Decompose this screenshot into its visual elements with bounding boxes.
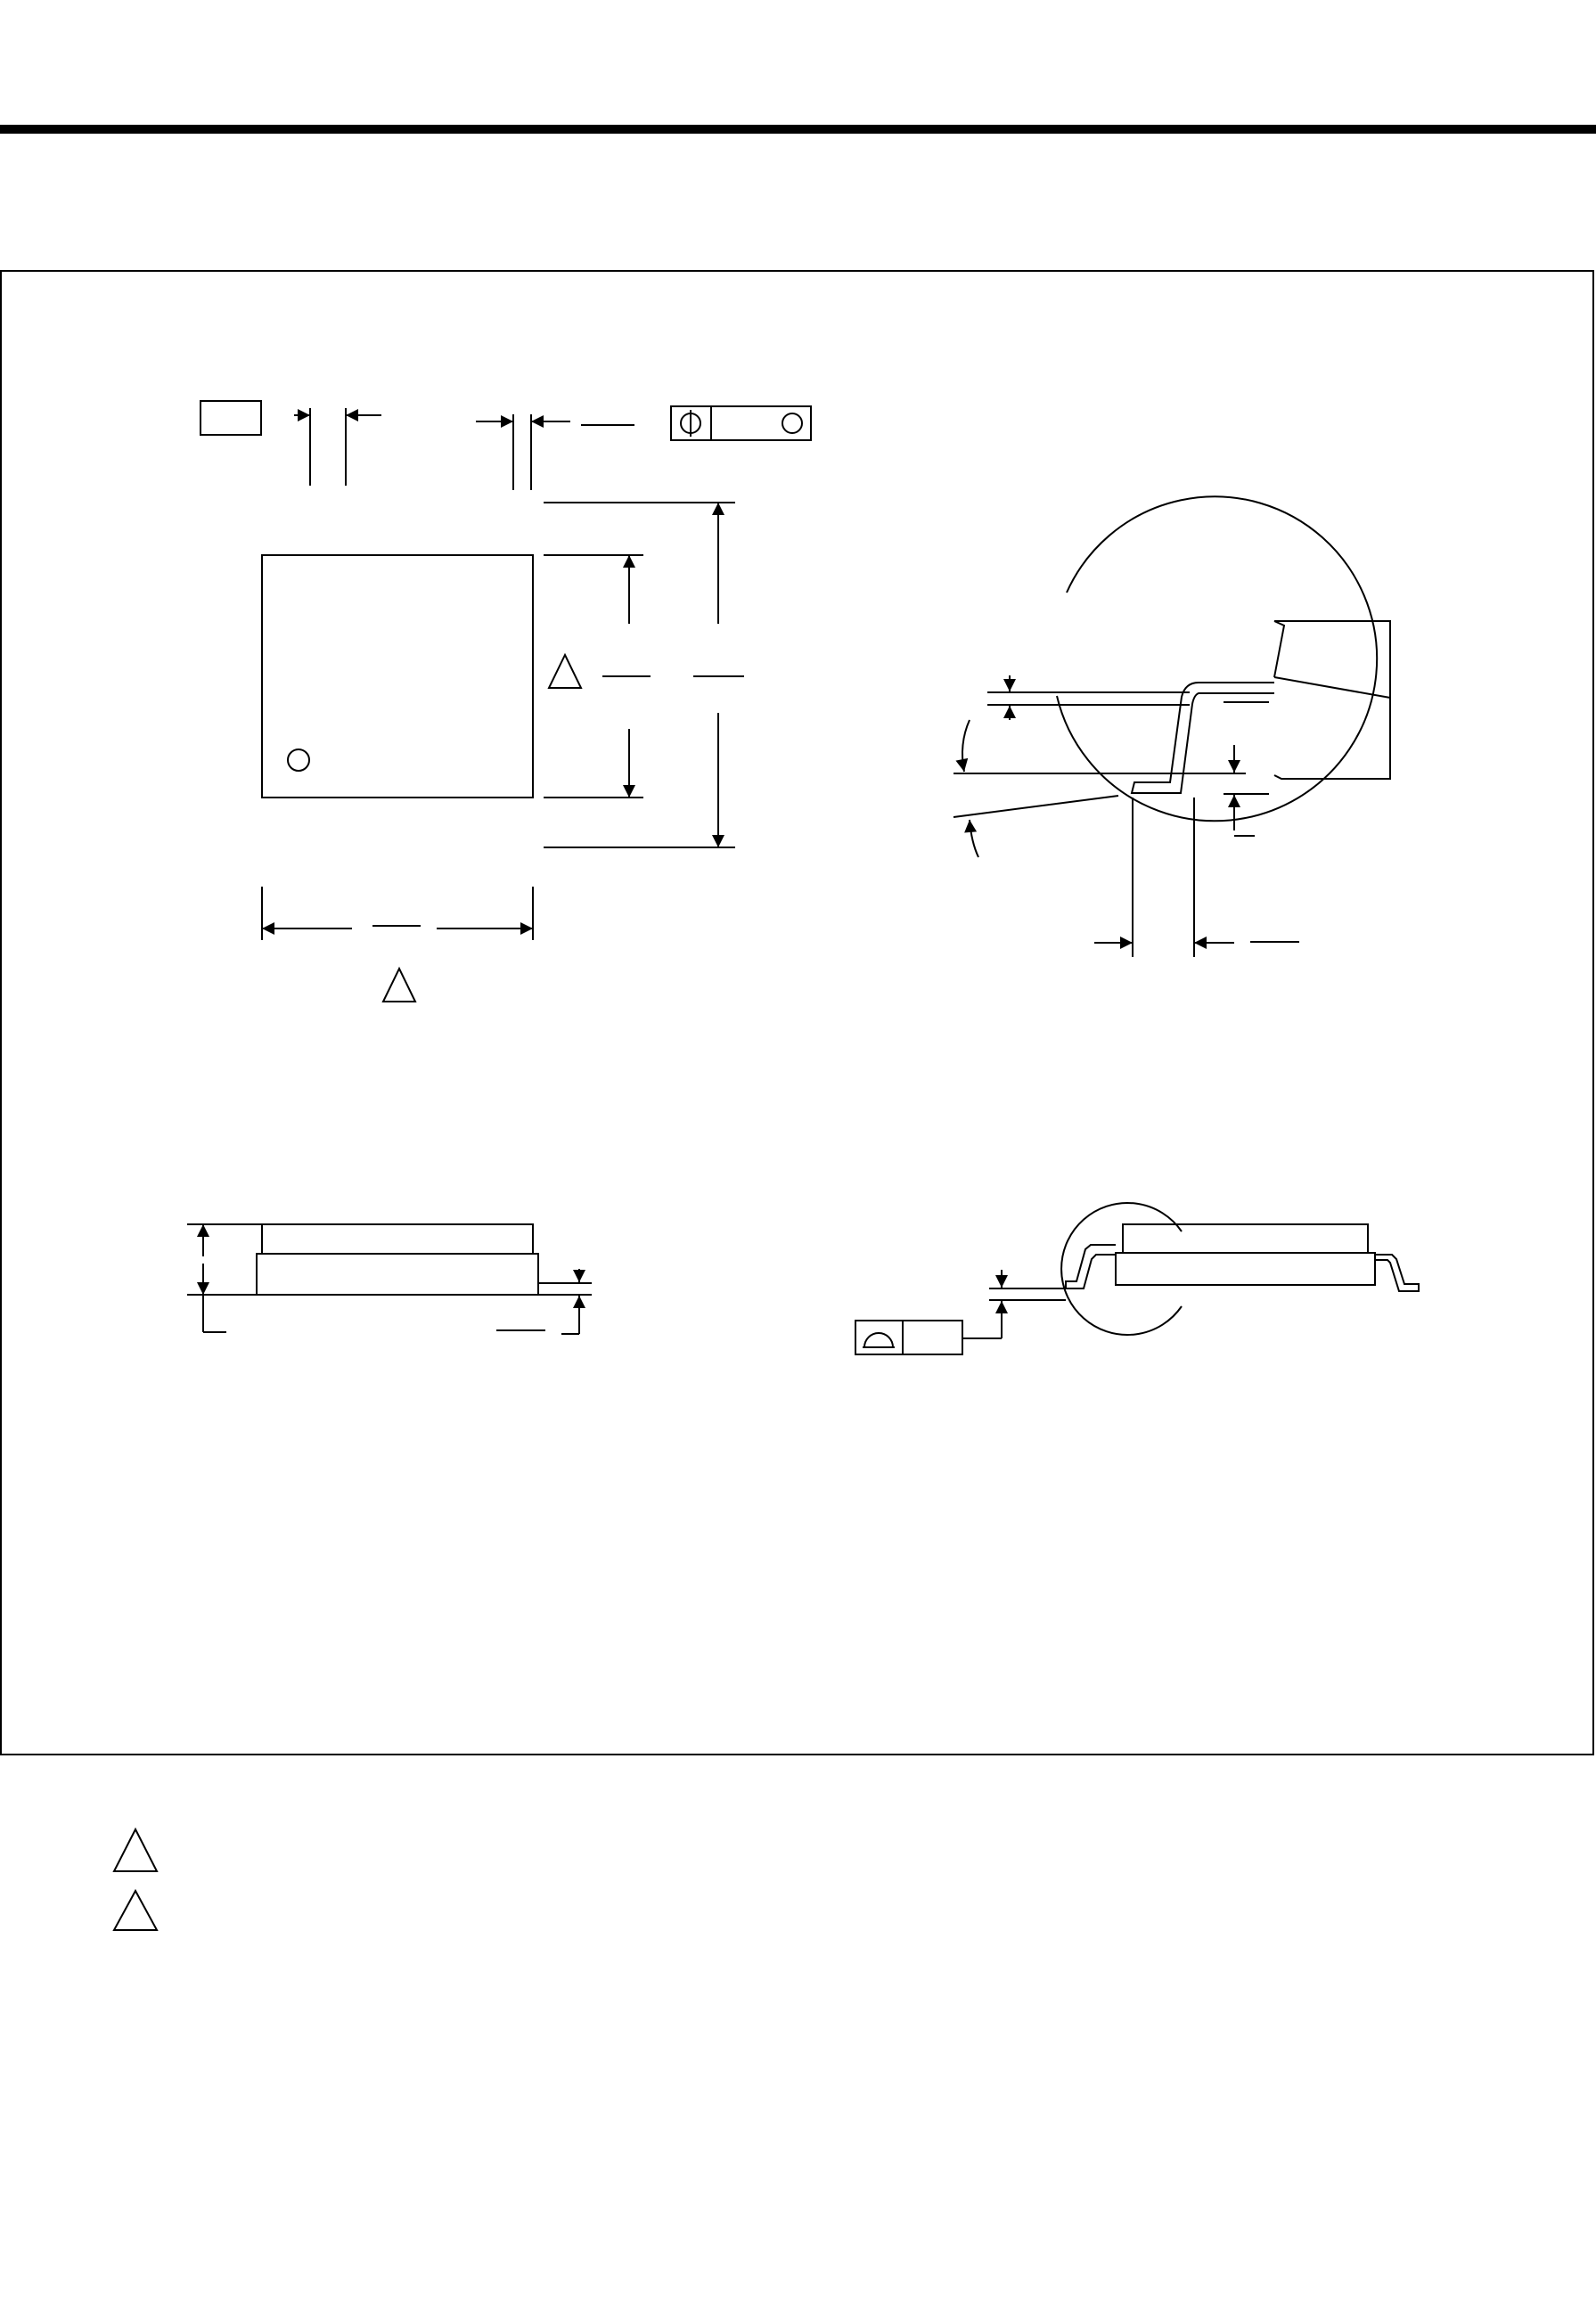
seating-detail-circle xyxy=(1060,1202,1183,1336)
package-body-side xyxy=(261,1223,534,1255)
package-body-top xyxy=(261,554,534,798)
note-d-triangle xyxy=(112,1888,159,1931)
drawing-frame xyxy=(0,270,1594,1755)
header-rule xyxy=(0,125,1596,134)
detail-circle xyxy=(1056,495,1379,822)
note-c-triangle xyxy=(112,1827,159,1872)
pin1-marker xyxy=(287,748,310,772)
